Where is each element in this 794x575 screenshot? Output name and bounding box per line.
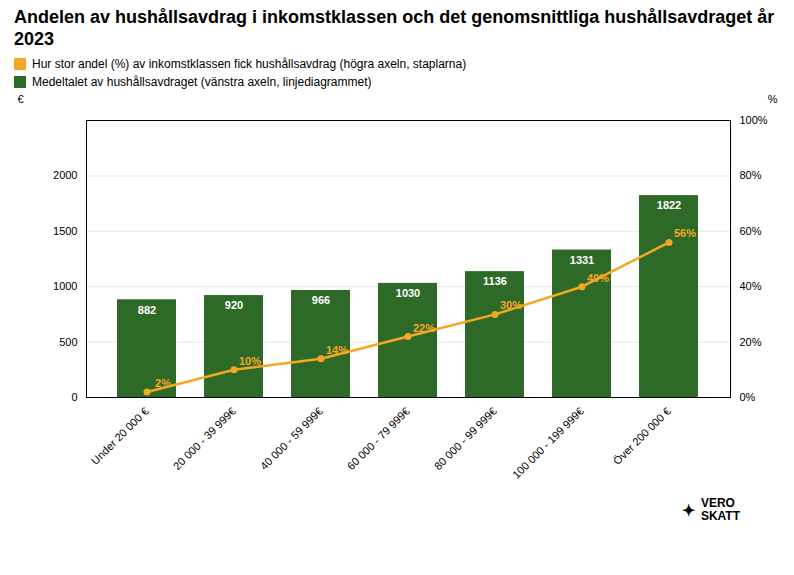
svg-text:1030: 1030	[396, 287, 420, 299]
svg-text:80%: 80%	[740, 169, 762, 181]
svg-text:500: 500	[59, 336, 77, 348]
svg-text:Över 200 000 €: Över 200 000 €	[611, 405, 673, 467]
svg-text:80 000 - 99 999€: 80 000 - 99 999€	[432, 405, 499, 472]
svg-text:0%: 0%	[740, 391, 756, 403]
svg-text:2%: 2%	[155, 377, 171, 389]
svg-text:22%: 22%	[413, 322, 435, 334]
svg-text:40%: 40%	[587, 272, 609, 284]
svg-text:1331: 1331	[570, 254, 594, 266]
svg-text:40 000 - 59 999€: 40 000 - 59 999€	[258, 405, 325, 472]
svg-text:€: €	[18, 93, 24, 105]
html-text:✦ VERO: ✦ VERO	[681, 496, 735, 519]
html-text:SKATT: SKATT	[700, 509, 740, 523]
svg-text:1136: 1136	[483, 275, 507, 287]
svg-text:56%: 56%	[674, 227, 696, 239]
svg-text:100%: 100%	[740, 114, 768, 126]
svg-text:882: 882	[138, 304, 156, 316]
svg-text:20 000 - 39 999€: 20 000 - 39 999€	[171, 405, 238, 472]
svg-text:0: 0	[71, 391, 77, 403]
svg-text:1822: 1822	[657, 199, 681, 211]
svg-text:14%: 14%	[326, 344, 348, 356]
svg-text:920: 920	[225, 299, 243, 311]
svg-text:%: %	[768, 93, 778, 105]
svg-text:1000: 1000	[53, 280, 77, 292]
svg-text:966: 966	[312, 294, 330, 306]
svg-text:30%: 30%	[500, 299, 522, 311]
svg-text:60 000 - 79 999€: 60 000 - 79 999€	[345, 405, 412, 472]
svg-text:60%: 60%	[740, 225, 762, 237]
svg-text:40%: 40%	[740, 280, 762, 292]
svg-text:1500: 1500	[53, 225, 77, 237]
svg-text:Under 20 000 €: Under 20 000 €	[89, 405, 151, 467]
html-text:Hur stor andel (%) av inkomstk: Hur stor andel (%) av inkomstklassen fic…	[32, 57, 467, 71]
svg-text:100 000 - 199 999€: 100 000 - 199 999€	[510, 405, 586, 481]
svg-text:20%: 20%	[740, 336, 762, 348]
html-text:Andelen av hushållsavdrag i in: Andelen av hushållsavdrag i inkomstklass…	[14, 7, 775, 49]
svg-text:10%: 10%	[239, 355, 261, 367]
html-text:Medeltalet av hushållsavdraget: Medeltalet av hushållsavdraget (vänstra …	[32, 75, 372, 89]
svg-text:2000: 2000	[53, 169, 77, 181]
